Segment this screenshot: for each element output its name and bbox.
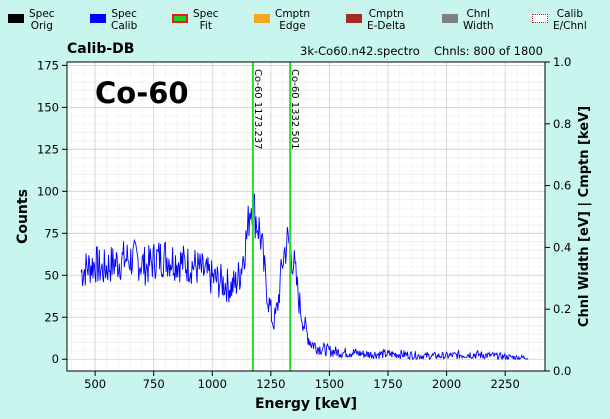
plot-title: Calib-DB [67,41,135,57]
y-tick-label: 0 [52,352,59,366]
legend-label: Spec Orig [29,8,55,32]
y-tick-label: 125 [37,142,59,156]
legend-swatch [172,14,188,23]
plot-frame [66,61,546,372]
legend-item-spec-orig[interactable]: Spec Orig [8,8,55,32]
legend-swatch [532,14,548,23]
y2-tick-label: 1.0 [553,55,571,69]
x-tick-label: 1000 [198,377,227,391]
x-tick-label: 500 [84,377,106,391]
legend-item-calib-echnl[interactable]: Calib E/Chnl [532,8,587,32]
x-tick-label: 2250 [491,377,520,391]
x-axis-label: Energy [keV] [255,396,357,412]
y-tick-label: 150 [37,100,59,114]
y-tick-label: 25 [44,310,59,324]
legend: Spec Orig Spec Calib Spec Fit Cmptn Edge Cmp… [0,0,610,42]
legend-item-cmptn-edge[interactable]: Cmptn Edge [254,8,310,32]
y-axis-label: Counts [15,189,31,244]
y2-tick-label: 0.6 [553,179,571,193]
y-tick-label: 75 [44,226,59,240]
legend-item-cmptn-edelta[interactable]: Cmptn E-Delta [346,8,405,32]
x-tick-label: 1750 [373,377,402,391]
x-tick-label: 750 [143,377,165,391]
peak-marker-label: Co-60 1332.501 [289,69,300,150]
x-tick-label: 1250 [256,377,285,391]
legend-swatch [90,14,106,23]
legend-label: Cmptn Edge [275,8,310,32]
legend-item-chnl-width[interactable]: Chnl Width [442,8,494,32]
legend-swatch [346,14,362,23]
legend-label: Chnl Width [463,8,494,32]
y2-tick-label: 0.8 [553,117,571,131]
y-tick-label: 175 [37,58,59,72]
legend-label: Spec Calib [111,8,138,32]
annotation-label: Co-60 [95,76,189,110]
y2-tick-label: 0.2 [553,302,571,316]
legend-label: Calib E/Chnl [553,8,587,32]
peak-marker-label: Co-60 1173.237 [252,69,263,150]
channel-count: Chnls: 800 of 1800 [434,44,543,58]
legend-label: Spec Fit [193,8,219,32]
x-tick-label: 2000 [432,377,461,391]
x-tick-label: 1500 [315,377,344,391]
y-tick-label: 100 [37,184,59,198]
y2-tick-label: 0.0 [553,364,571,378]
legend-item-spec-calib[interactable]: Spec Calib [90,8,137,32]
legend-swatch [254,14,270,23]
legend-item-spec-fit[interactable]: Spec Fit [172,8,219,32]
legend-label: Cmptn E-Delta [367,8,406,32]
file-name: 3k-Co60.n42.spectro [300,44,420,58]
legend-swatch [8,14,24,23]
spectrum-series-line [80,193,529,361]
y2-axis-label: Chnl Width [eV] | Cmptn [keV] [577,106,592,327]
legend-swatch [442,14,458,23]
y2-tick-label: 0.4 [553,240,571,254]
y-tick-label: 50 [44,268,59,282]
